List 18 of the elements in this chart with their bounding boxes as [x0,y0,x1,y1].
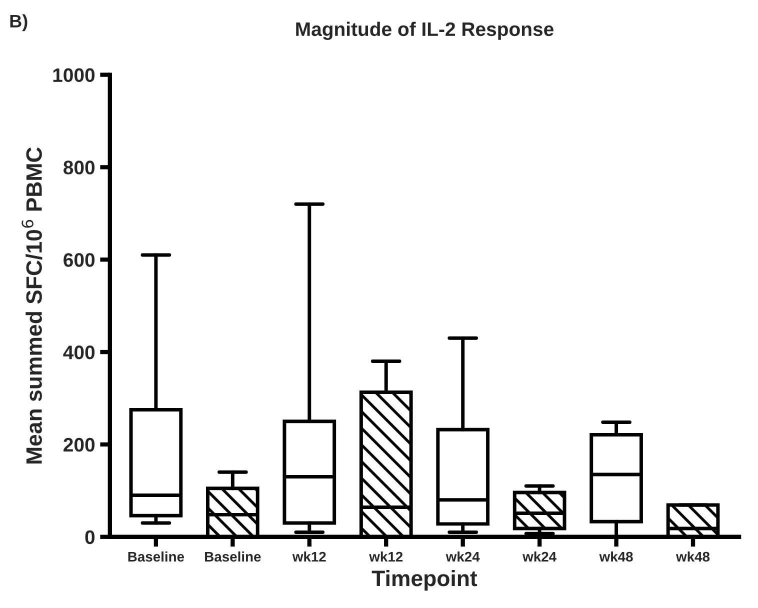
text: B) [10,14,28,32]
x-tick-label: wk12 [292,551,326,562]
x-tick-label: wk48 [599,551,633,562]
x-tick-label: wk12 [369,551,403,562]
x-axis-title: Timepoint [372,570,478,591]
y-tick-label: 0 [85,530,95,544]
y-tick-label: 600 [64,253,95,267]
x-tick-label: wk24 [522,551,556,562]
x-tick-label: Baseline [205,551,261,562]
x-tick-label: wk48 [676,551,710,562]
y-tick-label: 800 [64,160,95,174]
y-tick-label: 200 [64,438,95,452]
x-tick-label: Baseline [128,551,184,562]
chart-title: Magnitude of IL-2 Response [296,22,554,40]
x-tick-label: wk24 [446,551,480,562]
y-tick-label: 1000 [53,68,95,82]
y-axis-title: Mean summed SFC/10$^{6}$ PBMC [22,147,42,464]
y-tick-label: 400 [63,346,95,360]
